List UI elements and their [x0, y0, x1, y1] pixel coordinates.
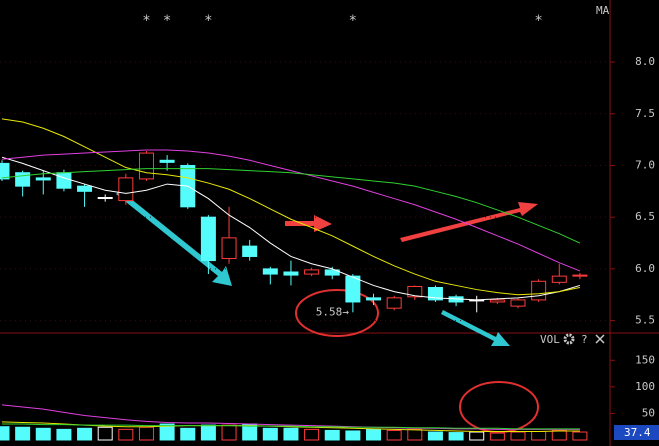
- candle-body: [283, 271, 299, 276]
- y-tick-label: 150: [635, 353, 655, 366]
- ma-line: [1, 156, 581, 301]
- arrow: [116, 190, 232, 286]
- volume-bar: [180, 427, 196, 441]
- volume-bar: [469, 431, 485, 441]
- candle-body: [15, 172, 31, 187]
- signal-mark: *: [349, 13, 357, 29]
- signal-mark: *: [534, 13, 542, 29]
- volume-bar: [531, 430, 547, 441]
- candle-body: [0, 162, 10, 180]
- y-tick-label: 7.0: [635, 158, 655, 171]
- volume-bar: [97, 426, 113, 441]
- y-tick-label: 50: [642, 406, 655, 419]
- volume-bar: [551, 429, 567, 441]
- y-tick-label: 7.5: [635, 107, 655, 120]
- volume-bar: [221, 424, 237, 441]
- volume-bar: [138, 426, 154, 441]
- y-tick-label: 6.0: [635, 262, 655, 275]
- ma-label: MA: [596, 4, 610, 17]
- volume-bar: [324, 429, 340, 441]
- signal-mark: *: [163, 13, 171, 29]
- candle-body: [242, 245, 258, 257]
- candle-body: [324, 269, 340, 276]
- volume-bar: [15, 426, 31, 441]
- ma-line: [1, 118, 581, 296]
- current-volume-box: [614, 425, 659, 440]
- signal-mark: *: [204, 13, 212, 29]
- volume-bar: [262, 427, 278, 441]
- candle-body: [510, 299, 526, 307]
- signal-mark: *: [142, 13, 150, 29]
- volume-bar: [304, 428, 320, 441]
- volume-bar: [366, 428, 382, 441]
- annotations: [116, 190, 539, 433]
- candle-body: [304, 269, 320, 275]
- candle-body: [489, 299, 505, 303]
- candle-body: [572, 274, 588, 277]
- candle-body: [407, 285, 423, 298]
- candle-body: [200, 216, 216, 262]
- current-volume: 37.4: [624, 426, 651, 439]
- y-tick-label: 6.5: [635, 210, 655, 223]
- gear: [563, 333, 575, 345]
- volume-bar: [489, 432, 505, 441]
- highlight-circle: [459, 381, 539, 433]
- candle-body: [427, 286, 443, 301]
- low-label: 5.58→: [316, 305, 349, 318]
- volume-bar: [386, 429, 402, 441]
- volume-bar: [510, 431, 526, 441]
- volume-ma-line: [1, 404, 580, 430]
- candle-body: [77, 185, 93, 192]
- volume-bar: [56, 428, 72, 441]
- volume-bar: [35, 427, 51, 441]
- candle-body: [97, 197, 113, 200]
- candle-body: [345, 275, 361, 303]
- volume-ma-line: [2, 423, 580, 430]
- volume-title: VOL: [540, 333, 560, 346]
- volume-bar: [200, 424, 216, 441]
- candle-body: [531, 280, 547, 301]
- volume-bar: [407, 428, 423, 441]
- candle-body: [386, 297, 402, 309]
- volume-bar: [283, 427, 299, 441]
- y-tick-label: 100: [635, 380, 655, 393]
- candle-body: [138, 152, 154, 180]
- candle-body: [159, 159, 175, 163]
- volume-bar: [118, 428, 134, 441]
- volume-bar: [572, 431, 588, 441]
- ma-line: [1, 168, 581, 244]
- candle-body: [56, 172, 72, 189]
- help-icon[interactable]: ?: [581, 333, 588, 346]
- volume-bar: [427, 431, 443, 441]
- volume-bar: [77, 427, 93, 441]
- settings-icon[interactable]: [563, 333, 575, 345]
- candle-body: [221, 237, 237, 260]
- candle-body: [551, 275, 567, 283]
- highlight-circle: [295, 289, 379, 337]
- volume-bar: [345, 430, 361, 441]
- volume-bar: [448, 432, 464, 441]
- arrow: [441, 310, 510, 346]
- y-tick-label: 8.0: [635, 55, 655, 68]
- candle-body: [262, 268, 278, 275]
- y-tick-label: 5.5: [635, 314, 655, 327]
- volume-ma-line: [1, 421, 580, 432]
- candle-body: [366, 297, 382, 301]
- candle-body: [118, 177, 134, 202]
- ma-line: [1, 149, 581, 272]
- close-icon[interactable]: [595, 334, 605, 344]
- volume-bar: [159, 423, 175, 441]
- arrow: [285, 215, 332, 232]
- arrow: [400, 202, 538, 242]
- volume-bar: [0, 426, 10, 441]
- candle-body: [35, 177, 51, 181]
